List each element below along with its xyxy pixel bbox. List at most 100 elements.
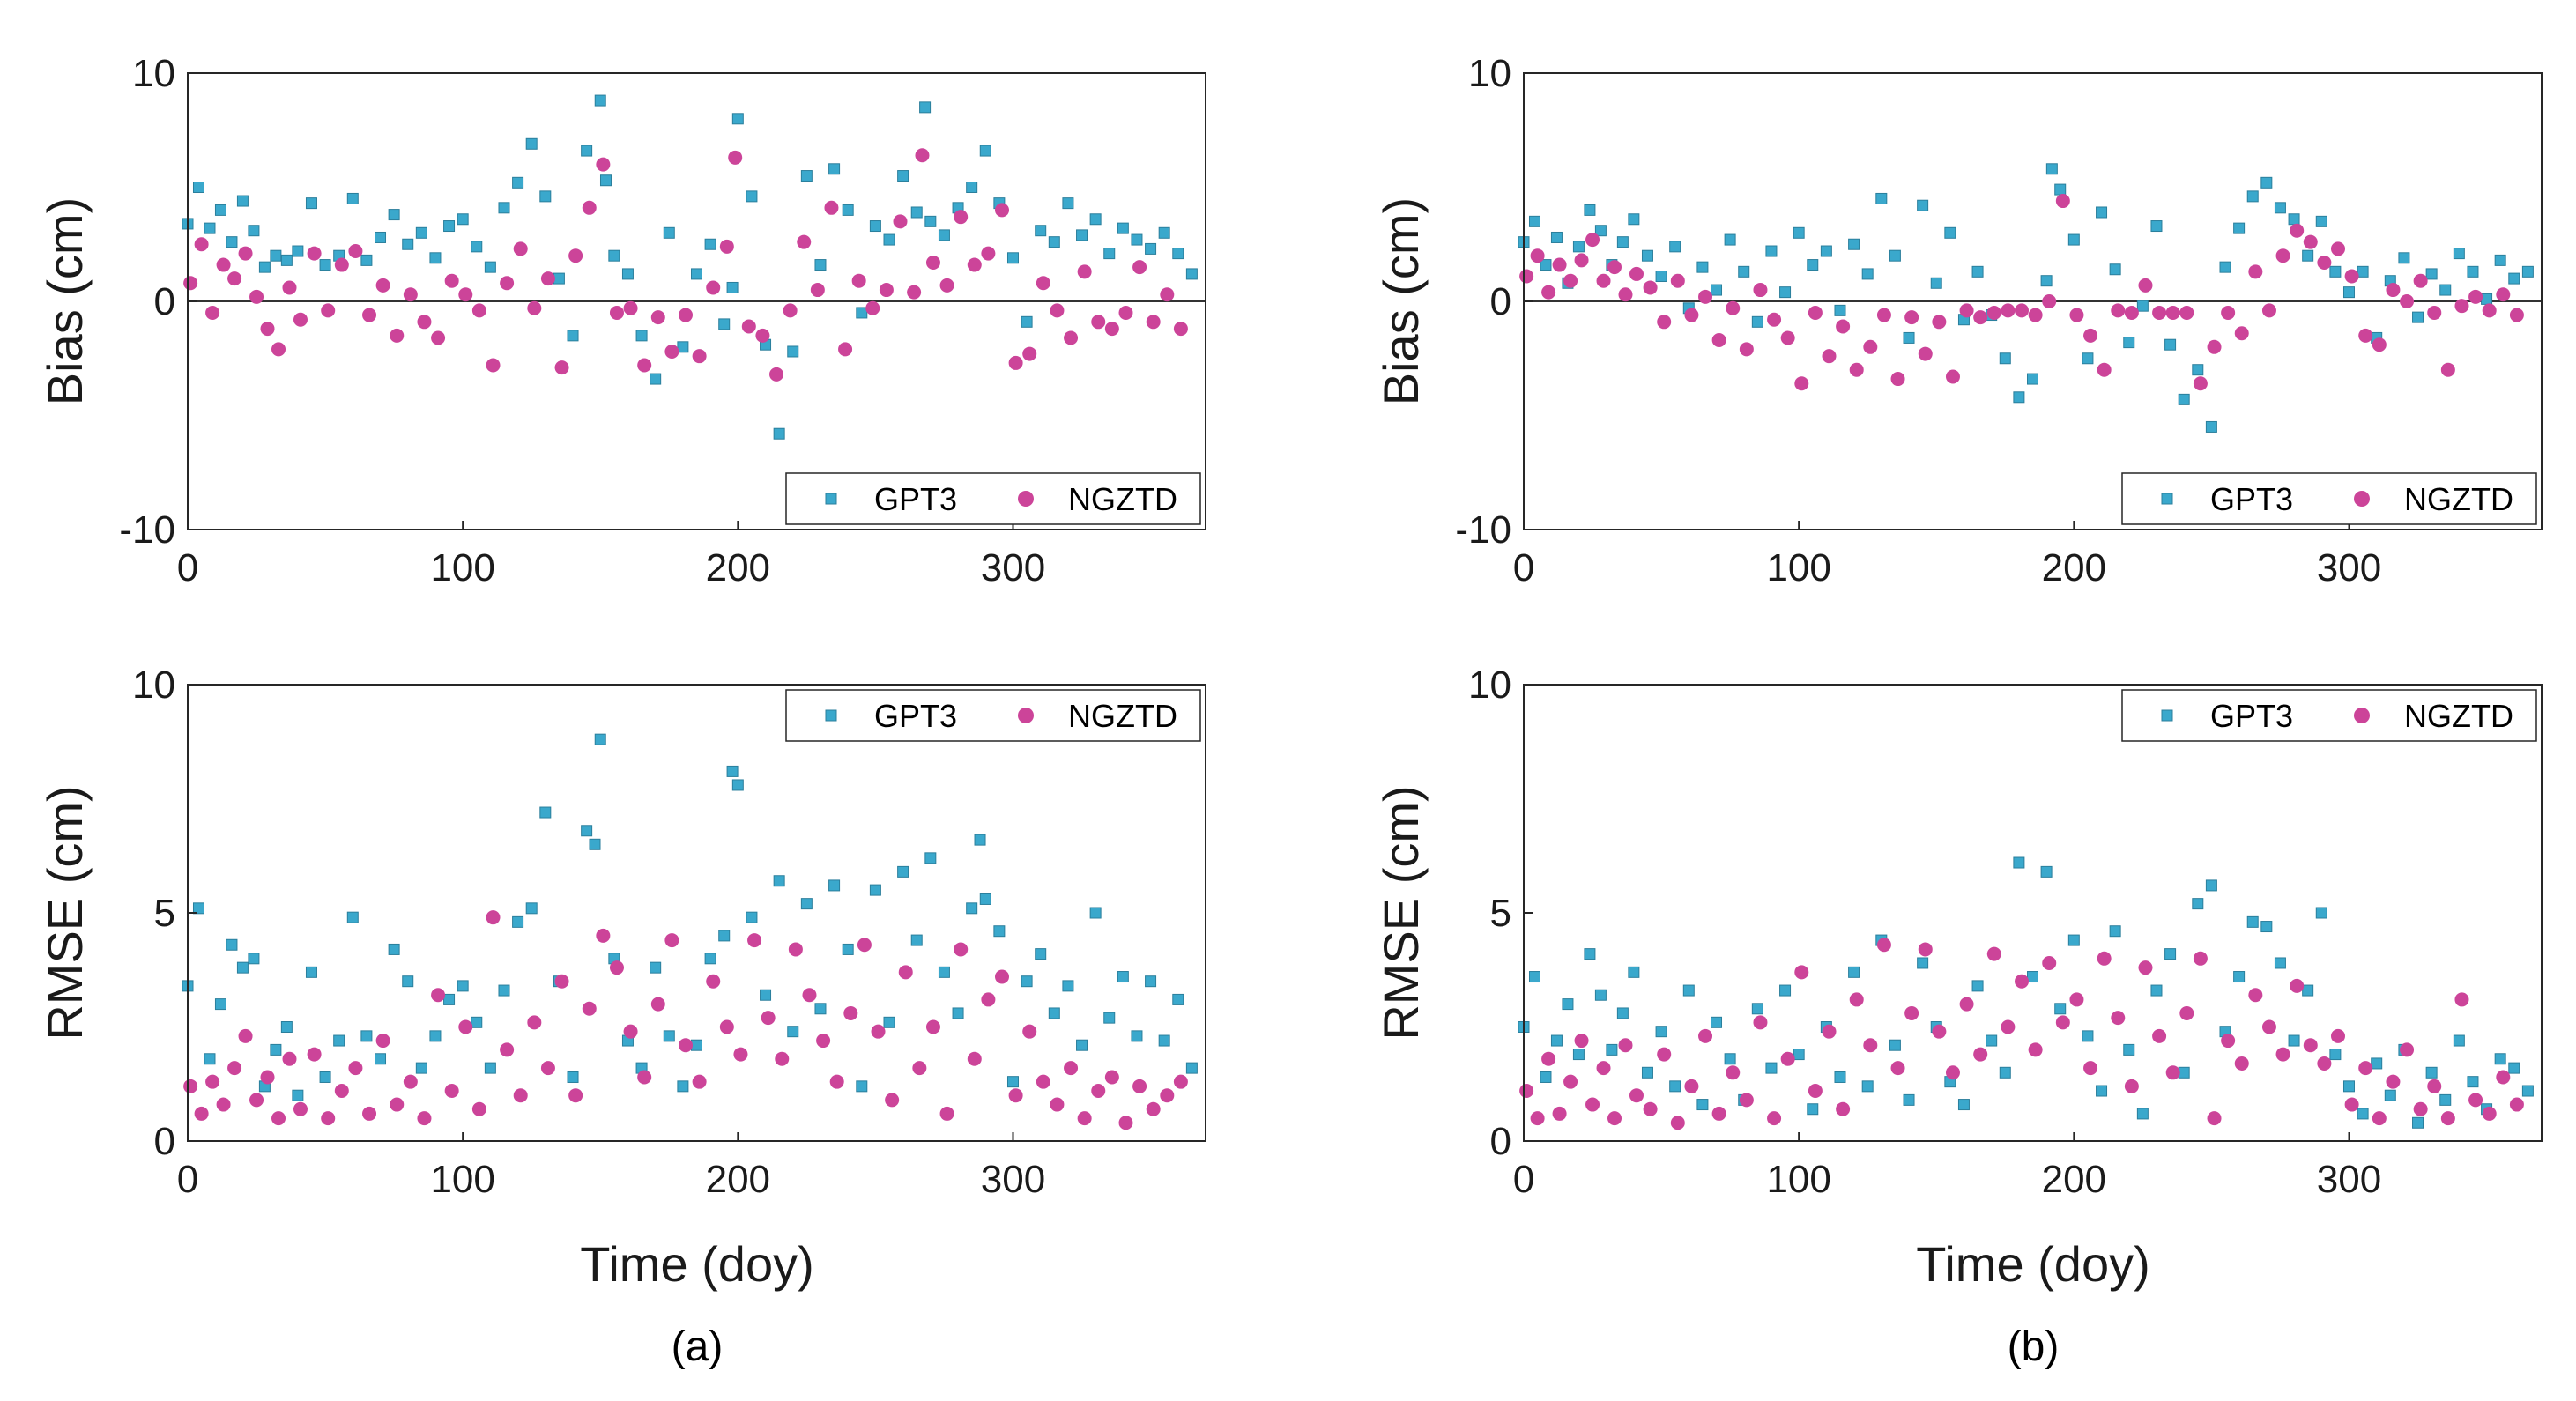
ngztd-point (1629, 266, 1644, 281)
ngztd-point (2124, 305, 2139, 320)
gpt3-point (704, 238, 716, 250)
ngztd-point (954, 210, 969, 225)
gpt3-point (1584, 948, 1596, 960)
y-axis-label: RMSE (cm) (1373, 785, 1429, 1040)
ngztd-point (2496, 287, 2511, 302)
ngztd-point (1767, 312, 1782, 327)
ngztd-point (1753, 1015, 1768, 1030)
gpt3-point (2453, 248, 2465, 260)
gpt3-point (258, 261, 271, 273)
ngztd-point (824, 200, 839, 215)
gpt3-point (1682, 984, 1695, 997)
ngztd-point (2509, 1097, 2524, 1112)
ngztd-point (1711, 333, 1726, 348)
ngztd-point (2001, 1019, 2016, 1034)
gpt3-point (1145, 242, 1157, 255)
x-axis-label-a: Time (doy) (580, 1236, 814, 1292)
gpt3-point (270, 249, 282, 262)
ngztd-point (1849, 362, 1864, 377)
ngztd-point (431, 330, 446, 345)
legend-box (785, 472, 1201, 525)
ngztd-point (706, 280, 721, 295)
gpt3-point (248, 225, 260, 237)
gpt3-point (484, 261, 496, 273)
ngztd-point (2413, 273, 2428, 288)
ngztd-point (879, 283, 894, 298)
ngztd-point (761, 1011, 776, 1026)
gpt3-point (1550, 1034, 1563, 1047)
gpt3-point (2260, 921, 2273, 933)
gpt3-point (1848, 966, 1860, 978)
gpt3-point (2412, 311, 2424, 323)
gpt3-point (2357, 1108, 2369, 1120)
gpt3-point (2494, 1053, 2506, 1065)
ngztd-point (2069, 308, 2084, 322)
ngztd-point (2055, 1015, 2070, 1030)
gpt3-point (2178, 393, 2190, 405)
gpt3-point (1528, 971, 1540, 983)
gpt3-point (1986, 1034, 1998, 1047)
ngztd-point (1091, 1084, 1106, 1099)
ngztd-point (2165, 1065, 2180, 1080)
gpt3-point (2342, 1080, 2355, 1093)
legend-gpt3-marker (2161, 493, 2173, 505)
legend: GPT3 NGZTD (785, 472, 1201, 525)
gpt3-point (828, 879, 841, 892)
gpt3-point (1185, 268, 1198, 280)
legend-box (2121, 689, 2537, 742)
ngztd-point (733, 1047, 748, 1062)
series-ngztd (1519, 938, 2524, 1130)
gpt3-point (415, 226, 427, 239)
ngztd-point (260, 1070, 275, 1085)
gpt3-point (1903, 1093, 1915, 1106)
y-tick-label: 10 (132, 663, 175, 707)
y-tick-label: 10 (132, 52, 175, 95)
gpt3-point (718, 930, 731, 942)
gpt3-point (974, 834, 986, 846)
gpt3-point (319, 1071, 331, 1083)
ngztd-point (282, 1051, 297, 1066)
gpt3-point (1711, 284, 1723, 296)
ngztd-point (2248, 988, 2263, 1003)
ngztd-point (2331, 1028, 2345, 1043)
ngztd-point (865, 300, 880, 315)
legend-box (785, 689, 1201, 742)
ngztd-point (1008, 1088, 1023, 1103)
ngztd-point (981, 246, 996, 261)
gpt3-point (2040, 275, 2053, 287)
gpt3-point (270, 1043, 282, 1056)
ngztd-point (995, 969, 1009, 984)
gpt3-point (1807, 1103, 1819, 1116)
gpt3-point (498, 984, 510, 997)
ngztd-point (2344, 1097, 2359, 1112)
ngztd-point (444, 1084, 459, 1099)
y-tick-label: -10 (1455, 508, 1511, 552)
ngztd-point (1932, 315, 1947, 330)
gpt3-point (280, 1021, 293, 1033)
ngztd-point (2042, 294, 2057, 308)
ngztd-point (2015, 303, 2030, 318)
ngztd-point (925, 1019, 940, 1034)
ngztd-point (321, 1111, 336, 1126)
ngztd-point (568, 248, 583, 263)
ngztd-point (458, 1019, 473, 1034)
ngztd-point (582, 1001, 597, 1016)
gpt3-point (2467, 265, 2479, 278)
gpt3-point (2521, 1085, 2534, 1097)
y-tick-label: 0 (154, 280, 175, 323)
ngztd-point (775, 1051, 790, 1066)
gpt3-point (1724, 1053, 1736, 1065)
gpt3-point (1145, 975, 1157, 988)
ngztd-point (238, 246, 253, 261)
ngztd-point (417, 1111, 432, 1126)
gpt3-point (2192, 364, 2204, 376)
gpt3-point (842, 943, 854, 955)
x-tick-label: 0 (1513, 1158, 1534, 1201)
ngztd-point (486, 358, 501, 373)
gpt3-point (726, 281, 739, 293)
ngztd-point (1596, 1061, 1611, 1076)
gpt3-point (375, 1053, 387, 1065)
ngztd-point (2152, 1028, 2167, 1043)
gpt3-point (2342, 286, 2355, 299)
ngztd-point (1643, 1101, 1658, 1116)
